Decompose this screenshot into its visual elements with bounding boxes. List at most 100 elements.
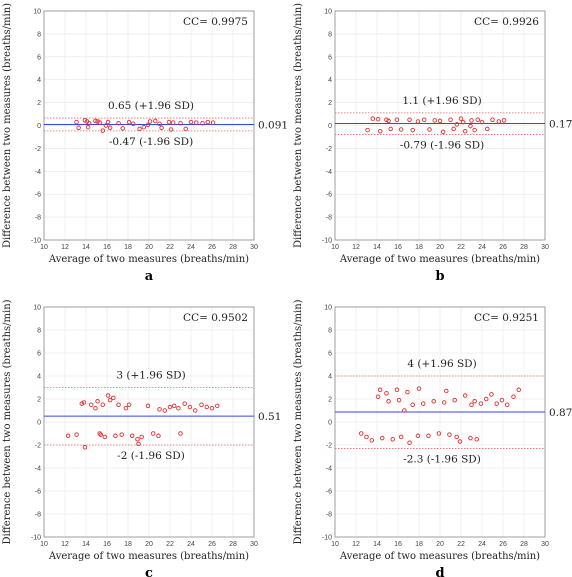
data-point [74, 119, 79, 125]
data-point [98, 432, 103, 437]
y-tick-label: -8 [35, 215, 41, 222]
y-tick-label: -10 [322, 238, 332, 245]
x-tick-label: 16 [103, 541, 111, 548]
data-point [192, 408, 198, 413]
y-axis-label: Difference between two measures (breaths… [2, 299, 13, 544]
data-point [436, 431, 442, 436]
data-point [386, 399, 391, 404]
data-point [137, 126, 142, 132]
data-point [410, 402, 415, 408]
data-point [370, 116, 376, 121]
data-point [210, 120, 216, 125]
data-point [178, 431, 183, 436]
data-point [458, 116, 464, 121]
upper-limit-label: 4 (+1.96 SD) [407, 358, 476, 370]
x-tick-label: 14 [82, 244, 90, 251]
y-tick-label: -4 [326, 466, 332, 473]
data-point [88, 402, 94, 408]
data-point [501, 118, 507, 123]
data-point [193, 120, 199, 125]
data-point [113, 433, 118, 439]
data-point [415, 119, 421, 124]
x-tick-label: 28 [520, 541, 528, 548]
data-point [120, 126, 125, 131]
data-point [116, 402, 121, 408]
y-tick-label: 8 [328, 31, 332, 38]
data-point [431, 399, 436, 404]
data-point [454, 434, 460, 440]
data-point [105, 393, 111, 398]
lower-limit-label: -0.79 (-1.96 SD) [400, 140, 484, 152]
x-tick-label: 16 [394, 541, 402, 548]
y-tick-label: 4 [328, 374, 332, 381]
data-point [415, 433, 421, 439]
data-point [375, 394, 381, 399]
data-point [74, 432, 79, 437]
y-tick-label: 4 [37, 77, 41, 84]
x-axis-label: Average of two measures (breaths/min) [339, 551, 540, 562]
x-tick-label: 26 [208, 541, 216, 548]
lower-limit-label: -0.47 (-1.96 SD) [109, 136, 193, 148]
data-point [402, 408, 407, 413]
data-point [187, 404, 193, 410]
data-point [472, 127, 477, 133]
y-tick-label: 2 [37, 100, 41, 107]
data-point [147, 119, 153, 124]
data-point [183, 126, 188, 132]
y-tick-label: 0 [37, 420, 41, 427]
data-point [485, 126, 490, 132]
x-tick-label: 30 [541, 541, 549, 548]
data-point [129, 433, 135, 439]
x-tick-label: 10 [40, 541, 48, 548]
data-point [171, 403, 177, 409]
x-axis-label: Average of two measures (breaths/min) [339, 254, 540, 265]
data-point [427, 127, 432, 132]
x-tick-label: 12 [352, 541, 360, 548]
data-point [119, 432, 124, 437]
x-tick-label: 26 [499, 541, 507, 548]
correlation-coefficient: CC= 0.9926 [474, 16, 539, 28]
y-tick-label: -2 [35, 443, 41, 450]
data-point [475, 117, 481, 123]
y-tick-label: -8 [326, 512, 332, 519]
data-point [82, 445, 88, 450]
y-tick-label: 4 [37, 374, 41, 381]
data-point [76, 125, 81, 131]
data-point [405, 389, 410, 395]
data-point [394, 387, 400, 393]
x-tick-label: 14 [373, 244, 381, 251]
data-point [504, 402, 510, 408]
y-tick-label: -2 [326, 146, 332, 153]
data-point [105, 119, 111, 125]
data-point [167, 404, 173, 410]
data-point [136, 441, 141, 447]
x-tick-label: 24 [187, 541, 195, 548]
data-point [130, 121, 136, 127]
data-point [469, 402, 474, 408]
data-point [97, 431, 102, 436]
data-point [168, 127, 174, 132]
x-tick-label: 22 [166, 541, 174, 548]
data-point [437, 118, 443, 124]
y-tick-label: -2 [35, 146, 41, 153]
x-tick-label: 24 [478, 244, 486, 251]
data-point [365, 127, 370, 133]
y-tick-label: -8 [326, 215, 332, 222]
x-tick-label: 20 [145, 244, 153, 251]
data-point [454, 122, 460, 127]
data-point [188, 119, 194, 125]
y-tick-label: -10 [31, 238, 41, 245]
y-tick-label: 4 [328, 77, 332, 84]
y-axis-label: Difference between two measures (breaths… [2, 3, 13, 248]
y-tick-label: 8 [328, 328, 332, 335]
data-point [81, 400, 87, 405]
data-point [390, 437, 396, 442]
data-point [472, 399, 477, 404]
y-tick-label: 0 [37, 123, 41, 130]
panel-c: 10 12 14 16 18 20 22 24 26 28 30-10-8-6-4-20246810… [2, 299, 281, 577]
mean-value-label: 0.091 [258, 119, 288, 131]
data-point [157, 121, 162, 127]
data-point [468, 435, 473, 441]
y-tick-label: 0 [328, 123, 332, 130]
data-point [359, 431, 364, 436]
